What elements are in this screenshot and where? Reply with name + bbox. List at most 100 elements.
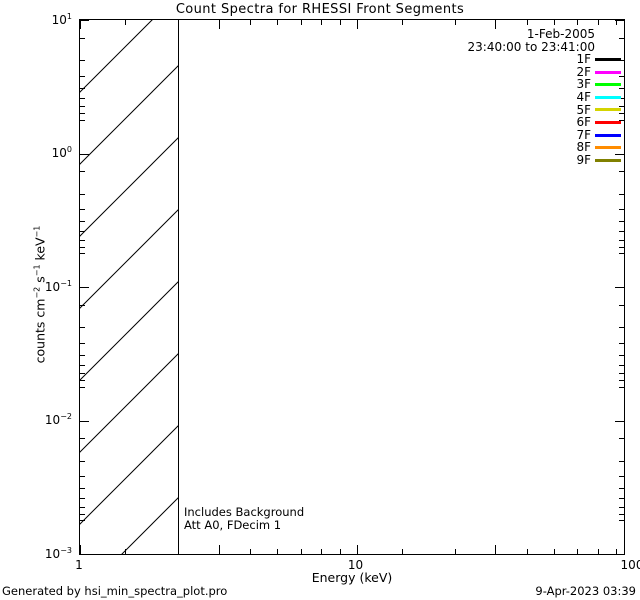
y-tick-minor <box>80 354 85 356</box>
y-tick-major-right <box>615 420 624 422</box>
x-tick-minor-top <box>597 20 599 25</box>
y-tick-minor <box>80 380 85 382</box>
legend-date: 1-Feb-2005 <box>526 27 595 41</box>
legend-swatch-6F <box>595 120 621 124</box>
x-tick-label-1: 1 <box>75 558 83 572</box>
hatch-pattern-svg <box>80 20 179 554</box>
legend-time-interval: 23:40:00 to 23:41:00 <box>467 39 595 54</box>
x-tick-major <box>356 545 358 554</box>
y-tick-minor-right <box>619 327 624 329</box>
y-tick-minor-right <box>619 119 624 121</box>
y-tick-minor-right <box>619 498 624 500</box>
legend-item-5F[interactable]: 5F <box>468 103 621 117</box>
legend-label-4F: 4F <box>576 89 591 104</box>
y-tick-minor-right <box>619 87 624 89</box>
y-tick-major <box>80 420 89 422</box>
legend-item-6F[interactable]: 6F <box>468 116 621 129</box>
x-tick-minor-top <box>553 20 555 25</box>
x-tick-minor-top <box>277 20 279 25</box>
legend-item-8F[interactable]: 8F <box>468 141 621 154</box>
x-tick-major <box>80 545 81 554</box>
legend-label-3F: 3F <box>576 77 591 92</box>
y-tick-minor <box>80 193 85 195</box>
y-tick-minor-right <box>619 171 624 172</box>
y-tick-minor-right <box>619 354 624 356</box>
legend-label-6F: 6F <box>576 115 591 130</box>
y-tick-minor <box>80 476 85 478</box>
y-tick-minor-right <box>619 209 624 211</box>
x-tick-major-top <box>356 20 358 29</box>
x-tick-minor-top <box>300 20 302 25</box>
y-tick-minor-right <box>619 373 624 375</box>
y-tick-major-right <box>615 153 624 155</box>
legend-item-4F[interactable]: 4F <box>468 91 621 104</box>
x-tick-major-top <box>80 20 81 29</box>
legend-swatch-7F <box>595 133 621 137</box>
x-tick-minor-top <box>616 20 618 25</box>
y-tick-minor <box>80 342 85 344</box>
x-tick-minor-top <box>401 20 403 25</box>
x-axis-title: Energy (keV) <box>311 570 393 585</box>
y-tick-major-right <box>615 287 624 288</box>
y-tick-minor-right <box>619 386 624 388</box>
y-tick-major <box>80 554 89 555</box>
y-tick-major-right <box>615 554 624 555</box>
y-tick-minor-right <box>619 488 624 490</box>
x-tick-minor <box>401 549 403 554</box>
y-tick-minor-right <box>619 380 624 382</box>
y-tick-minor <box>80 60 85 62</box>
y-tick-minor-right <box>619 97 624 99</box>
y-tick-minor <box>80 327 85 329</box>
legend-item-7F[interactable]: 7F <box>468 129 621 142</box>
y-tick-minor-right <box>619 513 624 515</box>
x-tick-minor-top <box>526 20 528 25</box>
y-tick-minor <box>80 221 85 223</box>
x-tick-minor <box>495 545 496 554</box>
x-tick-minor-top <box>339 20 341 25</box>
legend-label-1F: 1F <box>576 52 591 67</box>
x-tick-minor-top <box>178 20 180 25</box>
y-tick-minor <box>80 75 85 77</box>
y-tick-label-10e-1: 10−1 <box>44 279 72 295</box>
x-tick-minor <box>526 549 528 554</box>
x-tick-minor <box>597 549 599 554</box>
x-tick-minor <box>300 549 302 554</box>
legend-item-2F[interactable]: 2F <box>468 66 621 79</box>
legend-swatch-5F <box>595 108 621 112</box>
x-tick-label-100: 100 <box>620 558 640 572</box>
y-tick-minor-right <box>619 460 624 462</box>
y-tick-minor-right <box>619 231 624 233</box>
y-tick-minor-right <box>619 476 624 478</box>
y-tick-minor-right <box>619 438 624 439</box>
legend-swatch-2F <box>595 70 621 74</box>
y-tick-minor-right <box>619 520 624 522</box>
legend-item-1F[interactable]: 1F <box>468 53 621 66</box>
x-tick-minor <box>339 549 341 554</box>
y-tick-minor-right <box>619 37 624 39</box>
legend-label-8F: 8F <box>576 140 591 155</box>
legend-item-3F[interactable]: 3F <box>468 78 621 91</box>
y-tick-minor <box>80 364 85 366</box>
y-tick-minor <box>80 37 85 39</box>
y-tick-minor <box>80 460 85 462</box>
legend-swatch-4F <box>595 95 621 99</box>
y-tick-minor <box>80 513 85 515</box>
x-tick-label-10: 10 <box>347 558 364 572</box>
y-tick-minor <box>80 239 85 241</box>
y-tick-major <box>80 287 89 288</box>
y-tick-minor <box>80 386 85 388</box>
y-tick-minor-right <box>619 304 624 306</box>
plot-annotations: Includes Background Att A0, FDecim 1 <box>184 506 304 531</box>
y-tick-minor-right <box>619 60 624 62</box>
x-tick-minor <box>125 549 127 554</box>
y-tick-label-10e0: 100 <box>51 145 72 161</box>
y-axis-title: counts cm−2 s−1 keV−1 <box>32 225 48 364</box>
y-tick-minor <box>80 209 85 211</box>
x-tick-minor <box>454 549 456 554</box>
y-tick-minor-right <box>619 113 624 115</box>
x-tick-minor <box>616 549 618 554</box>
legend-item-9F[interactable]: 9F <box>468 154 621 167</box>
footer-timestamp: 9-Apr-2023 03:39 <box>535 584 636 598</box>
y-tick-minor-right <box>619 342 624 344</box>
